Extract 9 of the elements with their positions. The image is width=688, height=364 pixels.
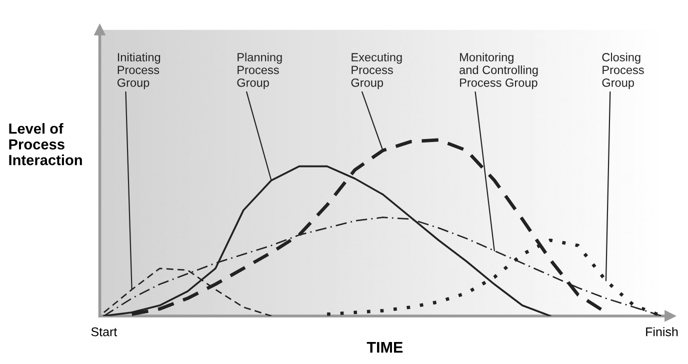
x-axis-title: TIME bbox=[366, 342, 403, 353]
text: Initiating Process Group bbox=[117, 52, 160, 90]
y-axis-title: Level of Process Interaction bbox=[9, 123, 82, 166]
text: Monitoring and Controlling Process Group bbox=[460, 52, 538, 90]
x-tick-label: Start bbox=[91, 327, 118, 336]
text: Executing Process Group bbox=[351, 52, 402, 90]
x-tick-label: Finish bbox=[646, 327, 678, 336]
text: Planning Process Group bbox=[237, 52, 282, 90]
text: Closing Process Group bbox=[602, 52, 644, 90]
